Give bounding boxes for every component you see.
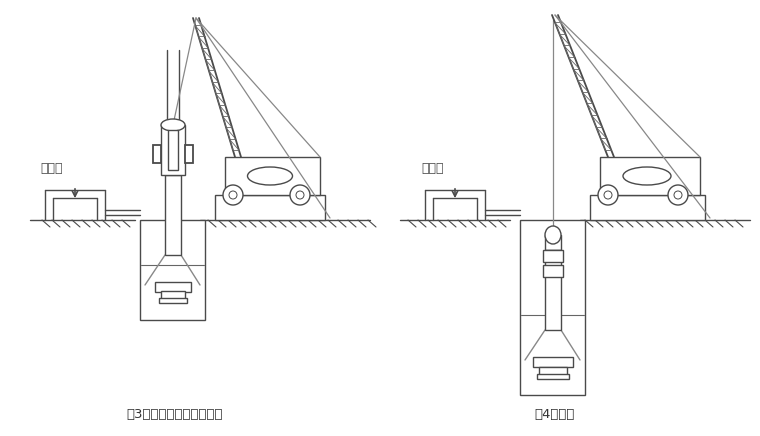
Bar <box>539 367 567 375</box>
Bar <box>161 291 185 299</box>
Text: 泥浆池: 泥浆池 <box>41 162 63 175</box>
Circle shape <box>229 191 237 199</box>
Ellipse shape <box>545 226 561 244</box>
Bar <box>185 145 193 163</box>
Bar <box>159 298 187 303</box>
Bar <box>543 250 563 262</box>
Ellipse shape <box>623 167 671 185</box>
Bar <box>537 374 569 379</box>
Text: 泥浆池: 泥浆池 <box>422 162 445 175</box>
Circle shape <box>674 191 682 199</box>
Bar <box>153 145 161 163</box>
Bar <box>215 195 325 220</box>
Bar <box>520 220 585 395</box>
Bar <box>155 282 191 292</box>
Bar <box>140 220 205 320</box>
Bar <box>590 195 705 220</box>
Ellipse shape <box>161 119 185 131</box>
Circle shape <box>296 191 304 199</box>
Bar <box>545 250 561 330</box>
Bar <box>600 157 700 195</box>
Circle shape <box>290 185 310 205</box>
Circle shape <box>604 191 612 199</box>
Bar <box>165 175 181 255</box>
Bar <box>543 265 563 277</box>
Circle shape <box>598 185 618 205</box>
Bar <box>225 157 320 195</box>
Ellipse shape <box>248 167 293 185</box>
Circle shape <box>223 185 243 205</box>
Bar <box>533 357 573 367</box>
Bar <box>168 130 178 170</box>
Text: （3）钻机就位、泥浆制备: （3）钻机就位、泥浆制备 <box>127 409 223 422</box>
Text: （4）钻进: （4）钻进 <box>535 409 575 422</box>
Bar <box>161 125 185 175</box>
Circle shape <box>668 185 688 205</box>
